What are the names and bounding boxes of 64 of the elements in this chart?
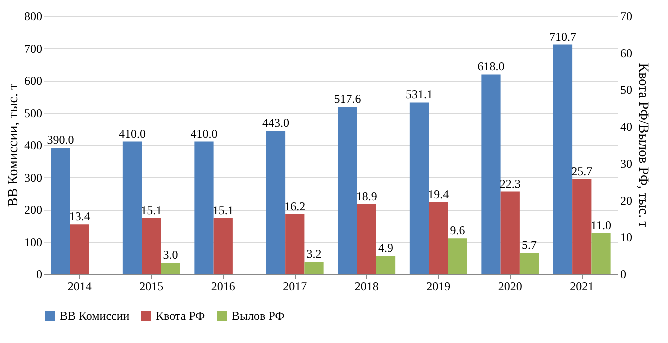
y2-tick-label: 70 <box>620 10 632 24</box>
y-tick-label: 300 <box>24 170 42 185</box>
x-tick-label: 2015 <box>140 280 164 294</box>
y-tick-label: 800 <box>24 10 42 24</box>
data-label: 15.1 <box>212 203 234 218</box>
y-axis-title: ВВ Комиссии, тыс. т <box>6 84 22 208</box>
y2-tick-label: 60 <box>620 46 632 60</box>
bar <box>410 102 430 274</box>
bar <box>553 44 573 274</box>
bar <box>51 148 70 274</box>
data-label: 517.6 <box>334 92 362 106</box>
x-tick-label: 2014 <box>68 280 92 294</box>
y2-tick-label: 30 <box>620 156 632 171</box>
y2-tick-label: 40 <box>620 120 632 134</box>
x-tick-label: 2018 <box>354 280 379 294</box>
y2-tick-label: 20 <box>620 194 632 208</box>
data-label: 15.1 <box>141 203 162 218</box>
data-label: 4.9 <box>378 240 394 255</box>
y2-tick-label: 0 <box>620 268 626 282</box>
data-label: 410.0 <box>118 126 146 141</box>
x-tick-label: 2017 <box>283 280 308 294</box>
legend-label: ВВ Комиссии <box>60 309 130 323</box>
bar <box>161 262 180 274</box>
legend-label: Вылов РФ <box>232 309 285 323</box>
x-tick-label: 2021 <box>570 280 594 294</box>
bar <box>194 142 214 274</box>
x-tick-label: 2019 <box>426 280 451 294</box>
y-tick-label: 400 <box>24 138 42 152</box>
data-label: 18.9 <box>356 189 378 204</box>
data-label: 16.2 <box>284 199 306 214</box>
data-label: 390.0 <box>47 133 74 148</box>
data-label: 3.2 <box>306 247 322 262</box>
data-label: 11.0 <box>590 218 612 232</box>
data-label: 531.1 <box>406 88 433 102</box>
bar <box>122 142 142 274</box>
y-tick-label: 200 <box>24 203 42 217</box>
y-tick-label: 100 <box>24 235 42 250</box>
data-label: 618.0 <box>478 60 505 74</box>
bar <box>482 74 501 274</box>
bar <box>448 238 468 274</box>
data-label: 5.7 <box>522 238 538 252</box>
bar <box>376 256 396 274</box>
y2-tick-label: 10 <box>620 230 632 245</box>
x-tick-label: 2020 <box>498 280 522 294</box>
x-tick-label: 2016 <box>211 280 236 294</box>
data-label: 9.6 <box>450 224 466 238</box>
bar <box>266 131 286 274</box>
y-tick-label: 500 <box>24 106 42 120</box>
y2-tick-label: 50 <box>620 83 632 98</box>
bar <box>338 107 358 274</box>
bar <box>592 233 611 274</box>
data-label: 19.4 <box>428 187 450 202</box>
data-label: 13.4 <box>69 210 90 224</box>
y2-axis-title: Квота РФ/Вылов РФ, тыс. т <box>636 63 650 228</box>
data-label: 410.0 <box>190 126 218 141</box>
data-label: 3.0 <box>163 248 178 262</box>
data-label: 443.0 <box>262 116 290 130</box>
legend-label: Квота РФ <box>156 309 206 323</box>
data-label: 710.7 <box>549 30 576 44</box>
y-tick-label: 0 <box>36 268 42 282</box>
y-tick-label: 600 <box>24 74 42 88</box>
bar <box>304 262 324 274</box>
bar <box>520 252 540 274</box>
y-tick-label: 700 <box>24 42 42 56</box>
